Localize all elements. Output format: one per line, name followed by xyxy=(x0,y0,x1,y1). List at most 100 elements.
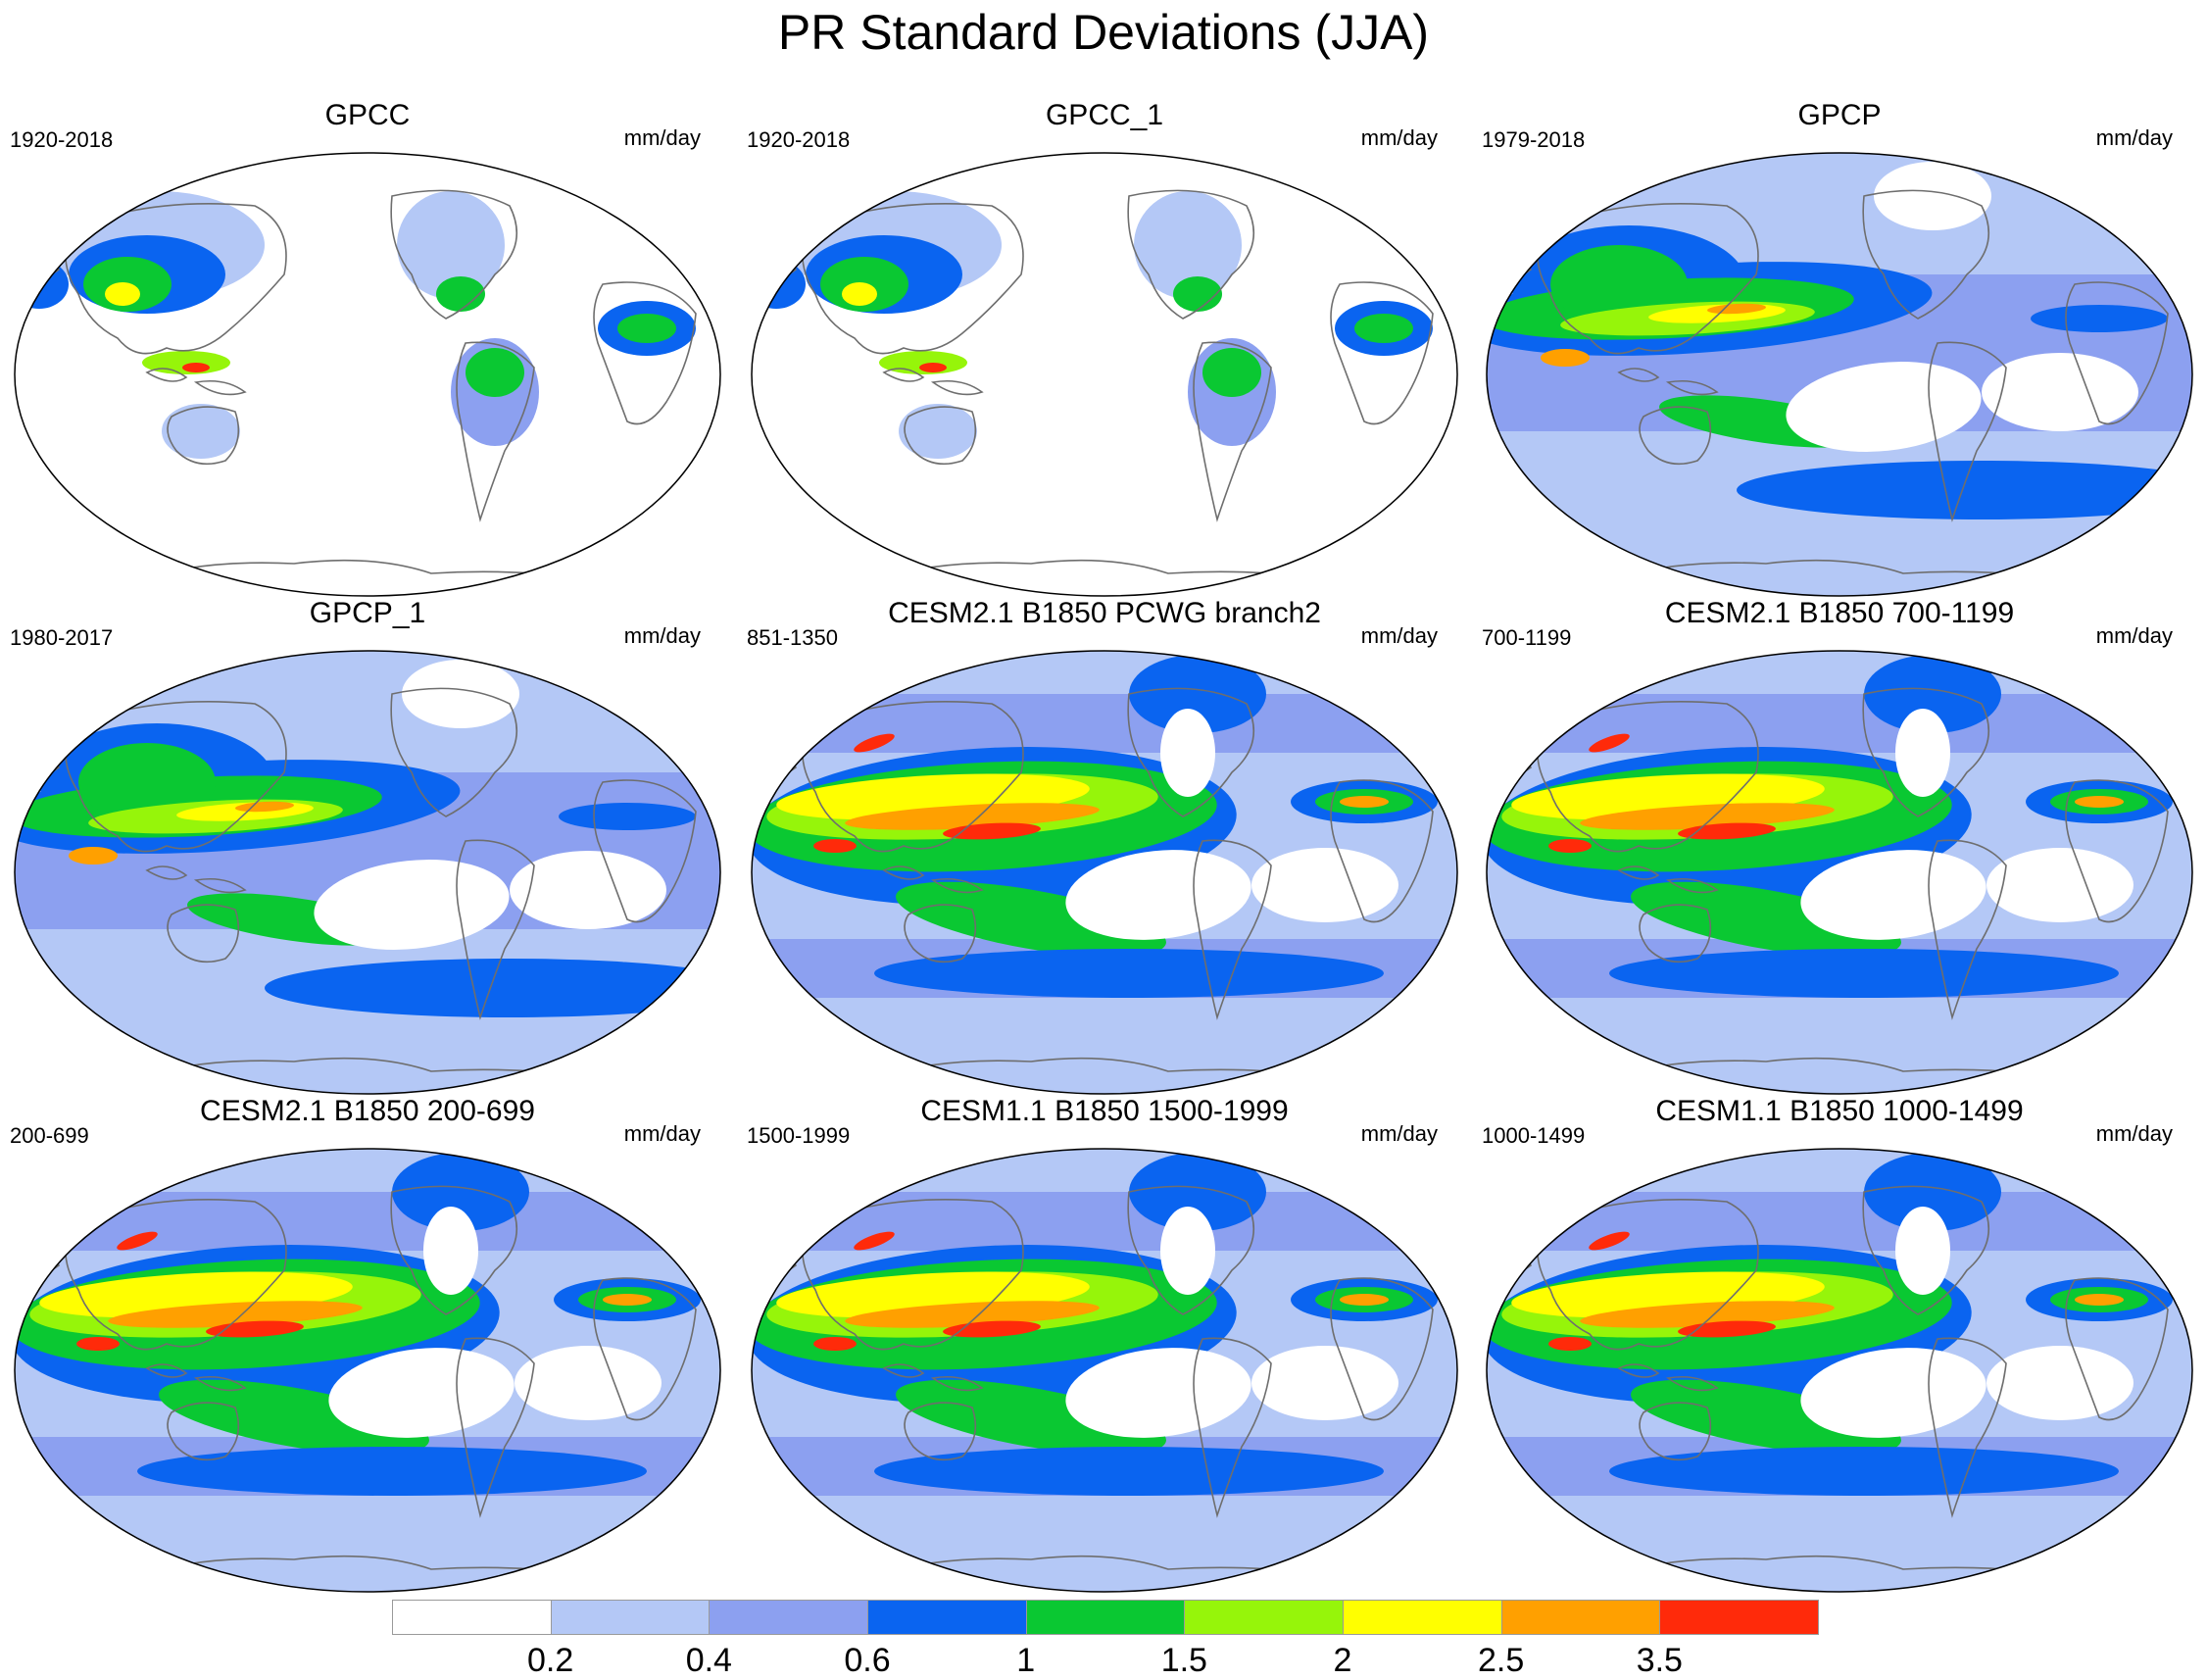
field-green-spcz xyxy=(1631,881,1901,958)
panel-title: GPCC_1 xyxy=(1045,99,1164,131)
panel-units: mm/day xyxy=(623,623,701,648)
map-projection xyxy=(751,1148,1458,1593)
field-red-maritime xyxy=(182,363,210,372)
map-panel: CESM1.1 B1850 1000-1499 1000-1499 mm/day xyxy=(1472,1094,2207,1593)
map-projection xyxy=(1486,650,2193,1095)
coast-north-america xyxy=(390,1185,517,1315)
map-outline xyxy=(751,152,1458,597)
map-outline xyxy=(1486,650,2193,1095)
coast-africa xyxy=(2065,779,2169,923)
coast-africa xyxy=(593,779,697,923)
panel-years: 1500-1999 xyxy=(747,1123,851,1148)
field xyxy=(1487,153,2192,596)
coast-south-america xyxy=(456,1337,535,1518)
coast-antarctica xyxy=(1598,1057,2061,1082)
coastlines xyxy=(19,1185,697,1580)
panel-units: mm/day xyxy=(1360,1121,1438,1146)
map-panel: GPCP 1979-2018 mm/day xyxy=(1472,98,2207,597)
coast-south-america xyxy=(1193,839,1272,1020)
field-white-sepacific xyxy=(1065,1348,1251,1438)
field-green-sa xyxy=(1202,348,1261,397)
field-blue-atlantic xyxy=(2031,305,2168,332)
field-white-satlantic xyxy=(1986,848,2133,922)
coast-africa xyxy=(593,1277,697,1421)
panel-title: CESM1.1 B1850 1500-1999 xyxy=(920,1095,1289,1127)
panel-units: mm/day xyxy=(1360,623,1438,648)
panel-years: 1980-2017 xyxy=(10,625,114,650)
field-white-na xyxy=(1874,162,1991,230)
map-panel: CESM2.1 B1850 700-1199 700-1199 mm/day xyxy=(1472,596,2207,1095)
field-orange-atlantic xyxy=(603,1294,652,1306)
panel-title: GPCP_1 xyxy=(309,597,426,629)
field-pale-na xyxy=(397,191,505,299)
field-midlat-north xyxy=(752,694,1457,753)
panel-title: CESM2.1 B1850 PCWG branch2 xyxy=(888,597,1321,629)
field-blue-na xyxy=(1864,1153,2001,1231)
panel-units: mm/day xyxy=(1360,125,1438,150)
colorbar-box xyxy=(392,1600,552,1635)
field-midlat-north xyxy=(1487,1192,2192,1251)
field-orange-band xyxy=(1580,803,1835,830)
field-blue-na xyxy=(1129,655,1266,733)
coast-australia xyxy=(904,406,977,466)
colorbar-label: 2.5 xyxy=(1478,1642,1525,1679)
coast-north-america xyxy=(1862,687,1989,817)
colorbar-box xyxy=(1659,1600,1819,1635)
field-red-arc xyxy=(854,1231,895,1251)
field-red-spot xyxy=(76,1337,120,1351)
field xyxy=(752,651,1457,1094)
coast-australia xyxy=(904,904,977,964)
panel-years: 1920-2018 xyxy=(747,127,851,152)
map-outline xyxy=(14,1148,721,1593)
map-outline xyxy=(1486,152,2193,597)
coast-africa xyxy=(1330,1277,1434,1421)
colorbar-label: 1 xyxy=(1016,1642,1036,1679)
field-blue-south xyxy=(1609,949,2119,998)
field-red-spot xyxy=(1548,839,1592,853)
field-white-satlantic xyxy=(1986,1346,2133,1420)
field xyxy=(752,1149,1457,1592)
field-blue-south xyxy=(1609,1447,2119,1496)
field-blue-south xyxy=(874,1447,1384,1496)
field-green-asia xyxy=(78,743,216,821)
panel-years: 700-1199 xyxy=(1482,625,1572,650)
panel-units: mm/day xyxy=(623,125,701,150)
colorbar-label: 2 xyxy=(1333,1642,1352,1679)
coast-africa xyxy=(1330,779,1434,923)
coastlines xyxy=(756,1185,1434,1580)
coast-south-america xyxy=(1193,1337,1272,1518)
coast-south-america xyxy=(1193,341,1272,522)
field-white-na xyxy=(1895,1207,1950,1295)
colorbar-box xyxy=(1025,1600,1186,1635)
map-projection xyxy=(14,650,721,1095)
colorbar-box xyxy=(550,1600,711,1635)
field-green-spcz xyxy=(159,1379,429,1456)
coast-maritime xyxy=(1617,1363,1719,1392)
field-background xyxy=(15,153,720,596)
field-green-africa xyxy=(617,314,676,343)
coast-australia xyxy=(167,406,240,466)
coast-north-america xyxy=(1862,1185,1989,1315)
field-white-satlantic xyxy=(1982,353,2138,431)
field xyxy=(1487,1149,2192,1592)
coast-antarctica xyxy=(863,1555,1326,1580)
colorbar xyxy=(392,1600,1819,1635)
coast-maritime xyxy=(1617,865,1719,894)
coast-north-america xyxy=(1862,189,1989,320)
field-orange-atlantic xyxy=(2075,1294,2124,1306)
field-white-satlantic xyxy=(1251,1346,1398,1420)
field-white-sepacific xyxy=(1786,362,1982,452)
field-background xyxy=(752,153,1457,596)
field-white-na xyxy=(402,660,519,728)
field-white-satlantic xyxy=(510,851,666,929)
field-midlat-north xyxy=(1487,694,2192,753)
field xyxy=(15,651,720,1094)
coastlines xyxy=(756,189,1434,584)
coast-asia xyxy=(64,1198,287,1351)
coast-south-america xyxy=(1928,341,2007,522)
field-green-sa xyxy=(466,348,524,397)
coast-south-america xyxy=(456,341,535,522)
coastlines xyxy=(19,687,697,1082)
colorbar-label: 0.6 xyxy=(844,1642,891,1679)
field-orange-band xyxy=(108,1301,363,1328)
